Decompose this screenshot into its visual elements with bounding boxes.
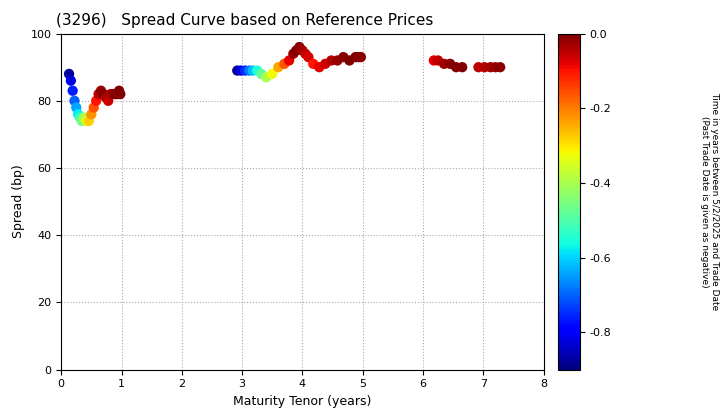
Text: (3296)   Spread Curve based on Reference Prices: (3296) Spread Curve based on Reference P… [56,13,433,28]
Point [74,114,86,121]
Point [495,64,506,71]
Point [485,64,496,71]
Point [63,71,75,77]
Point [243,67,255,74]
Point [279,60,290,67]
Point [232,67,243,74]
Point [109,91,121,97]
Point [355,54,366,60]
Point [251,67,263,74]
Point [113,87,125,94]
Point [320,60,331,67]
Point [84,118,95,124]
X-axis label: Maturity Tenor (years): Maturity Tenor (years) [233,395,372,408]
Point [266,71,278,77]
Point [247,67,258,74]
Point [287,50,299,57]
Point [473,64,485,71]
Point [78,114,90,121]
Point [102,97,114,104]
Point [428,57,440,64]
Point [338,54,349,60]
Point [313,64,325,71]
Point [107,91,119,97]
Point [291,47,302,54]
Point [432,57,444,64]
Point [68,97,80,104]
Point [239,67,251,74]
Point [261,74,272,81]
Point [273,64,284,71]
Point [456,64,468,71]
Point [72,111,84,118]
Point [490,64,501,71]
Point [332,57,343,64]
Point [294,44,305,50]
Point [350,54,361,60]
Point [88,104,99,111]
Point [95,87,107,94]
Point [302,54,314,60]
Point [65,77,76,84]
Point [71,104,82,111]
Text: Time in years between 5/2/2025 and Trade Date
(Past Trade Date is given as negat: Time in years between 5/2/2025 and Trade… [700,92,719,311]
Point [297,47,308,54]
Point [93,91,104,97]
Point [256,71,267,77]
Point [105,91,117,97]
Point [100,94,112,101]
Point [76,118,87,124]
Point [353,54,364,60]
Point [438,60,450,67]
Point [451,64,462,71]
Point [114,91,126,97]
Y-axis label: Spread (bp): Spread (bp) [12,165,25,239]
Point [91,97,102,104]
Point [343,57,355,64]
Point [67,87,78,94]
Point [444,60,456,67]
Point [307,60,319,67]
Point [325,57,337,64]
Point [81,118,92,124]
Point [300,50,311,57]
Point [479,64,490,71]
Point [86,111,97,118]
Point [284,57,295,64]
Point [112,91,123,97]
Point [235,67,247,74]
Point [98,91,109,97]
